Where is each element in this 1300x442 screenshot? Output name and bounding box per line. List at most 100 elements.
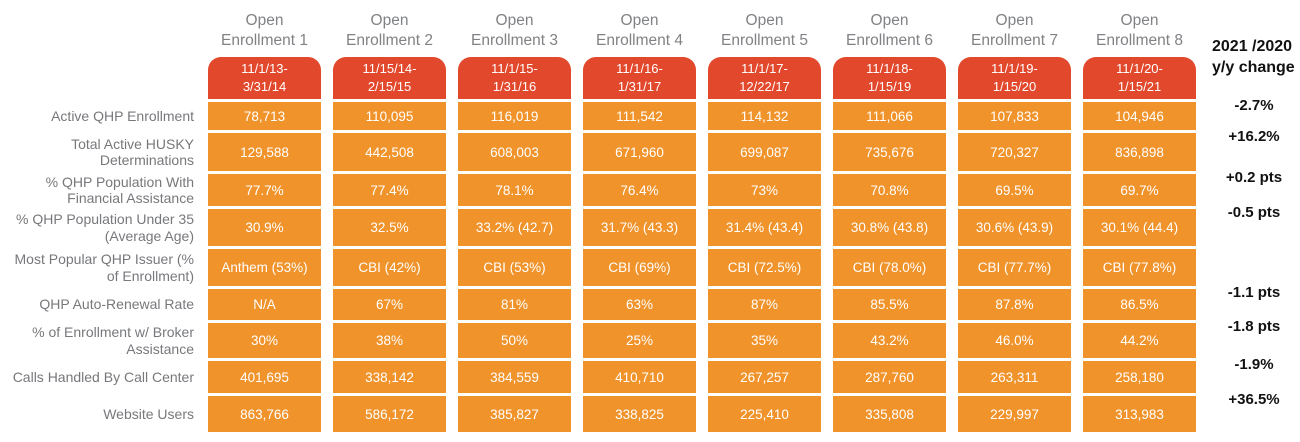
table-cell: 38% — [333, 323, 446, 358]
date-start: 11/15/14- — [362, 60, 417, 76]
column-header: Open Enrollment 2 — [345, 12, 433, 49]
table-cell: 77.7% — [208, 174, 321, 206]
table-cell: 720,327 — [958, 133, 1071, 171]
row-label: % of Enrollment w/ Broker Assistance — [32, 324, 194, 357]
table-cell: 78,713 — [208, 102, 321, 130]
table-cell: 67% — [333, 289, 446, 320]
date-range-pill: 11/1/13- 3/31/14 — [208, 57, 321, 99]
table-cell: 30% — [208, 323, 321, 358]
date-range-pill: 11/1/17- 12/22/17 — [708, 57, 821, 99]
yoy-change-value: +36.5% — [1228, 391, 1280, 408]
yoy-change-header: 2021 /2020 y/y change — [1208, 37, 1300, 79]
table-cell: CBI (78.0%) — [833, 249, 946, 286]
table-cell: 385,827 — [458, 396, 571, 432]
table-cell: 30.9% — [208, 209, 321, 246]
table-cell: 85.5% — [833, 289, 946, 320]
column-header: Open Enrollment 5 — [720, 12, 808, 49]
date-range-pill: 11/1/16- 1/31/17 — [583, 57, 696, 99]
column-header: Open Enrollment 7 — [970, 12, 1058, 49]
table-cell: 87.8% — [958, 289, 1071, 320]
table-cell: 86.5% — [1083, 289, 1196, 320]
table-cell: 608,003 — [458, 133, 571, 171]
table-cell: 25% — [583, 323, 696, 358]
table-cell: 735,676 — [833, 133, 946, 171]
date-end: 1/15/20 — [992, 79, 1037, 94]
row-label: % QHP Population Under 35 (Average Age) — [16, 211, 194, 244]
table-cell: 110,095 — [333, 102, 446, 130]
table-cell: 30.6% (43.9) — [958, 209, 1071, 246]
table-cell: 70.8% — [833, 174, 946, 206]
table-cell: 267,257 — [708, 361, 821, 393]
table-cell: 31.7% (43.3) — [583, 209, 696, 246]
yoy-change-header-line2: y/y change — [1212, 58, 1295, 76]
date-start: 11/1/15- — [491, 60, 538, 76]
table-cell: 586,172 — [333, 396, 446, 432]
date-end: 2/15/15 — [367, 79, 412, 94]
table-cell: 69.7% — [1083, 174, 1196, 206]
date-start: 11/1/16- — [616, 60, 663, 76]
date-range-pill: 11/1/20- 1/15/21 — [1083, 57, 1196, 99]
yoy-change-value: +0.2 pts — [1225, 169, 1283, 186]
table-cell: 81% — [458, 289, 571, 320]
table-cell: 401,695 — [208, 361, 321, 393]
column-header: Open Enrollment 6 — [845, 12, 933, 49]
table-cell: 69.5% — [958, 174, 1071, 206]
column-header: Open Enrollment 1 — [220, 12, 308, 49]
date-end: 12/22/17 — [739, 79, 790, 94]
yoy-change-value: +16.2% — [1228, 128, 1280, 145]
table-cell: CBI (53%) — [458, 249, 571, 286]
table-cell: CBI (72.5%) — [708, 249, 821, 286]
table-cell: 287,760 — [833, 361, 946, 393]
row-label: % QHP Population With Financial Assistan… — [45, 173, 194, 206]
table-cell: 229,997 — [958, 396, 1071, 432]
table-cell: 335,808 — [833, 396, 946, 432]
table-cell: 258,180 — [1083, 361, 1196, 393]
table-cell: 225,410 — [708, 396, 821, 432]
table-cell: 107,833 — [958, 102, 1071, 130]
table-cell: 863,766 — [208, 396, 321, 432]
date-end: 1/31/17 — [617, 79, 662, 94]
table-cell: 671,960 — [583, 133, 696, 171]
table-cell: 35% — [708, 323, 821, 358]
yoy-change-header-line1: 2021 /2020 — [1212, 37, 1293, 55]
table-cell: 338,142 — [333, 361, 446, 393]
table-cell: 836,898 — [1083, 133, 1196, 171]
date-end: 1/15/21 — [1117, 79, 1162, 94]
date-end: 3/31/14 — [242, 79, 287, 94]
table-cell: 63% — [583, 289, 696, 320]
table-cell: 384,559 — [458, 361, 571, 393]
date-start: 11/1/13- — [241, 60, 288, 76]
corner-spacer — [0, 2, 196, 54]
table-cell: 77.4% — [333, 174, 446, 206]
table-cell: 32.5% — [333, 209, 446, 246]
table-cell: CBI (42%) — [333, 249, 446, 286]
yoy-change-value: -1.9% — [1234, 356, 1274, 373]
table-cell: 30.8% (43.8) — [833, 209, 946, 246]
row-label: Calls Handled By Call Center — [12, 368, 194, 385]
date-start: 11/1/17- — [741, 60, 788, 76]
table-cell: 116,019 — [458, 102, 571, 130]
table-cell: 111,542 — [583, 102, 696, 130]
table-cell: 30.1% (44.4) — [1083, 209, 1196, 246]
table-cell: CBI (77.8%) — [1083, 249, 1196, 286]
table-cell: 46.0% — [958, 323, 1071, 358]
row-label: Most Popular QHP Issuer (% of Enrollment… — [14, 251, 194, 284]
table-cell: 31.4% (43.4) — [708, 209, 821, 246]
date-start: 11/1/20- — [1116, 60, 1163, 76]
table-cell: Anthem (53%) — [208, 249, 321, 286]
yoy-change-value: -1.8 pts — [1227, 318, 1281, 335]
column-header: Open Enrollment 4 — [595, 12, 683, 49]
table-cell: 111,066 — [833, 102, 946, 130]
table-cell: 338,825 — [583, 396, 696, 432]
table-cell: 50% — [458, 323, 571, 358]
table-cell: N/A — [208, 289, 321, 320]
date-end: 1/31/16 — [492, 79, 537, 94]
table-cell: 410,710 — [583, 361, 696, 393]
table-cell: 33.2% (42.7) — [458, 209, 571, 246]
metrics-grid: Open Enrollment 1 Open Enrollment 2 Open… — [0, 2, 1300, 432]
row-label: Total Active HUSKY Determinations — [71, 135, 194, 168]
table-cell: 78.1% — [458, 174, 571, 206]
corner-spacer — [0, 57, 196, 99]
table-cell: 699,087 — [708, 133, 821, 171]
